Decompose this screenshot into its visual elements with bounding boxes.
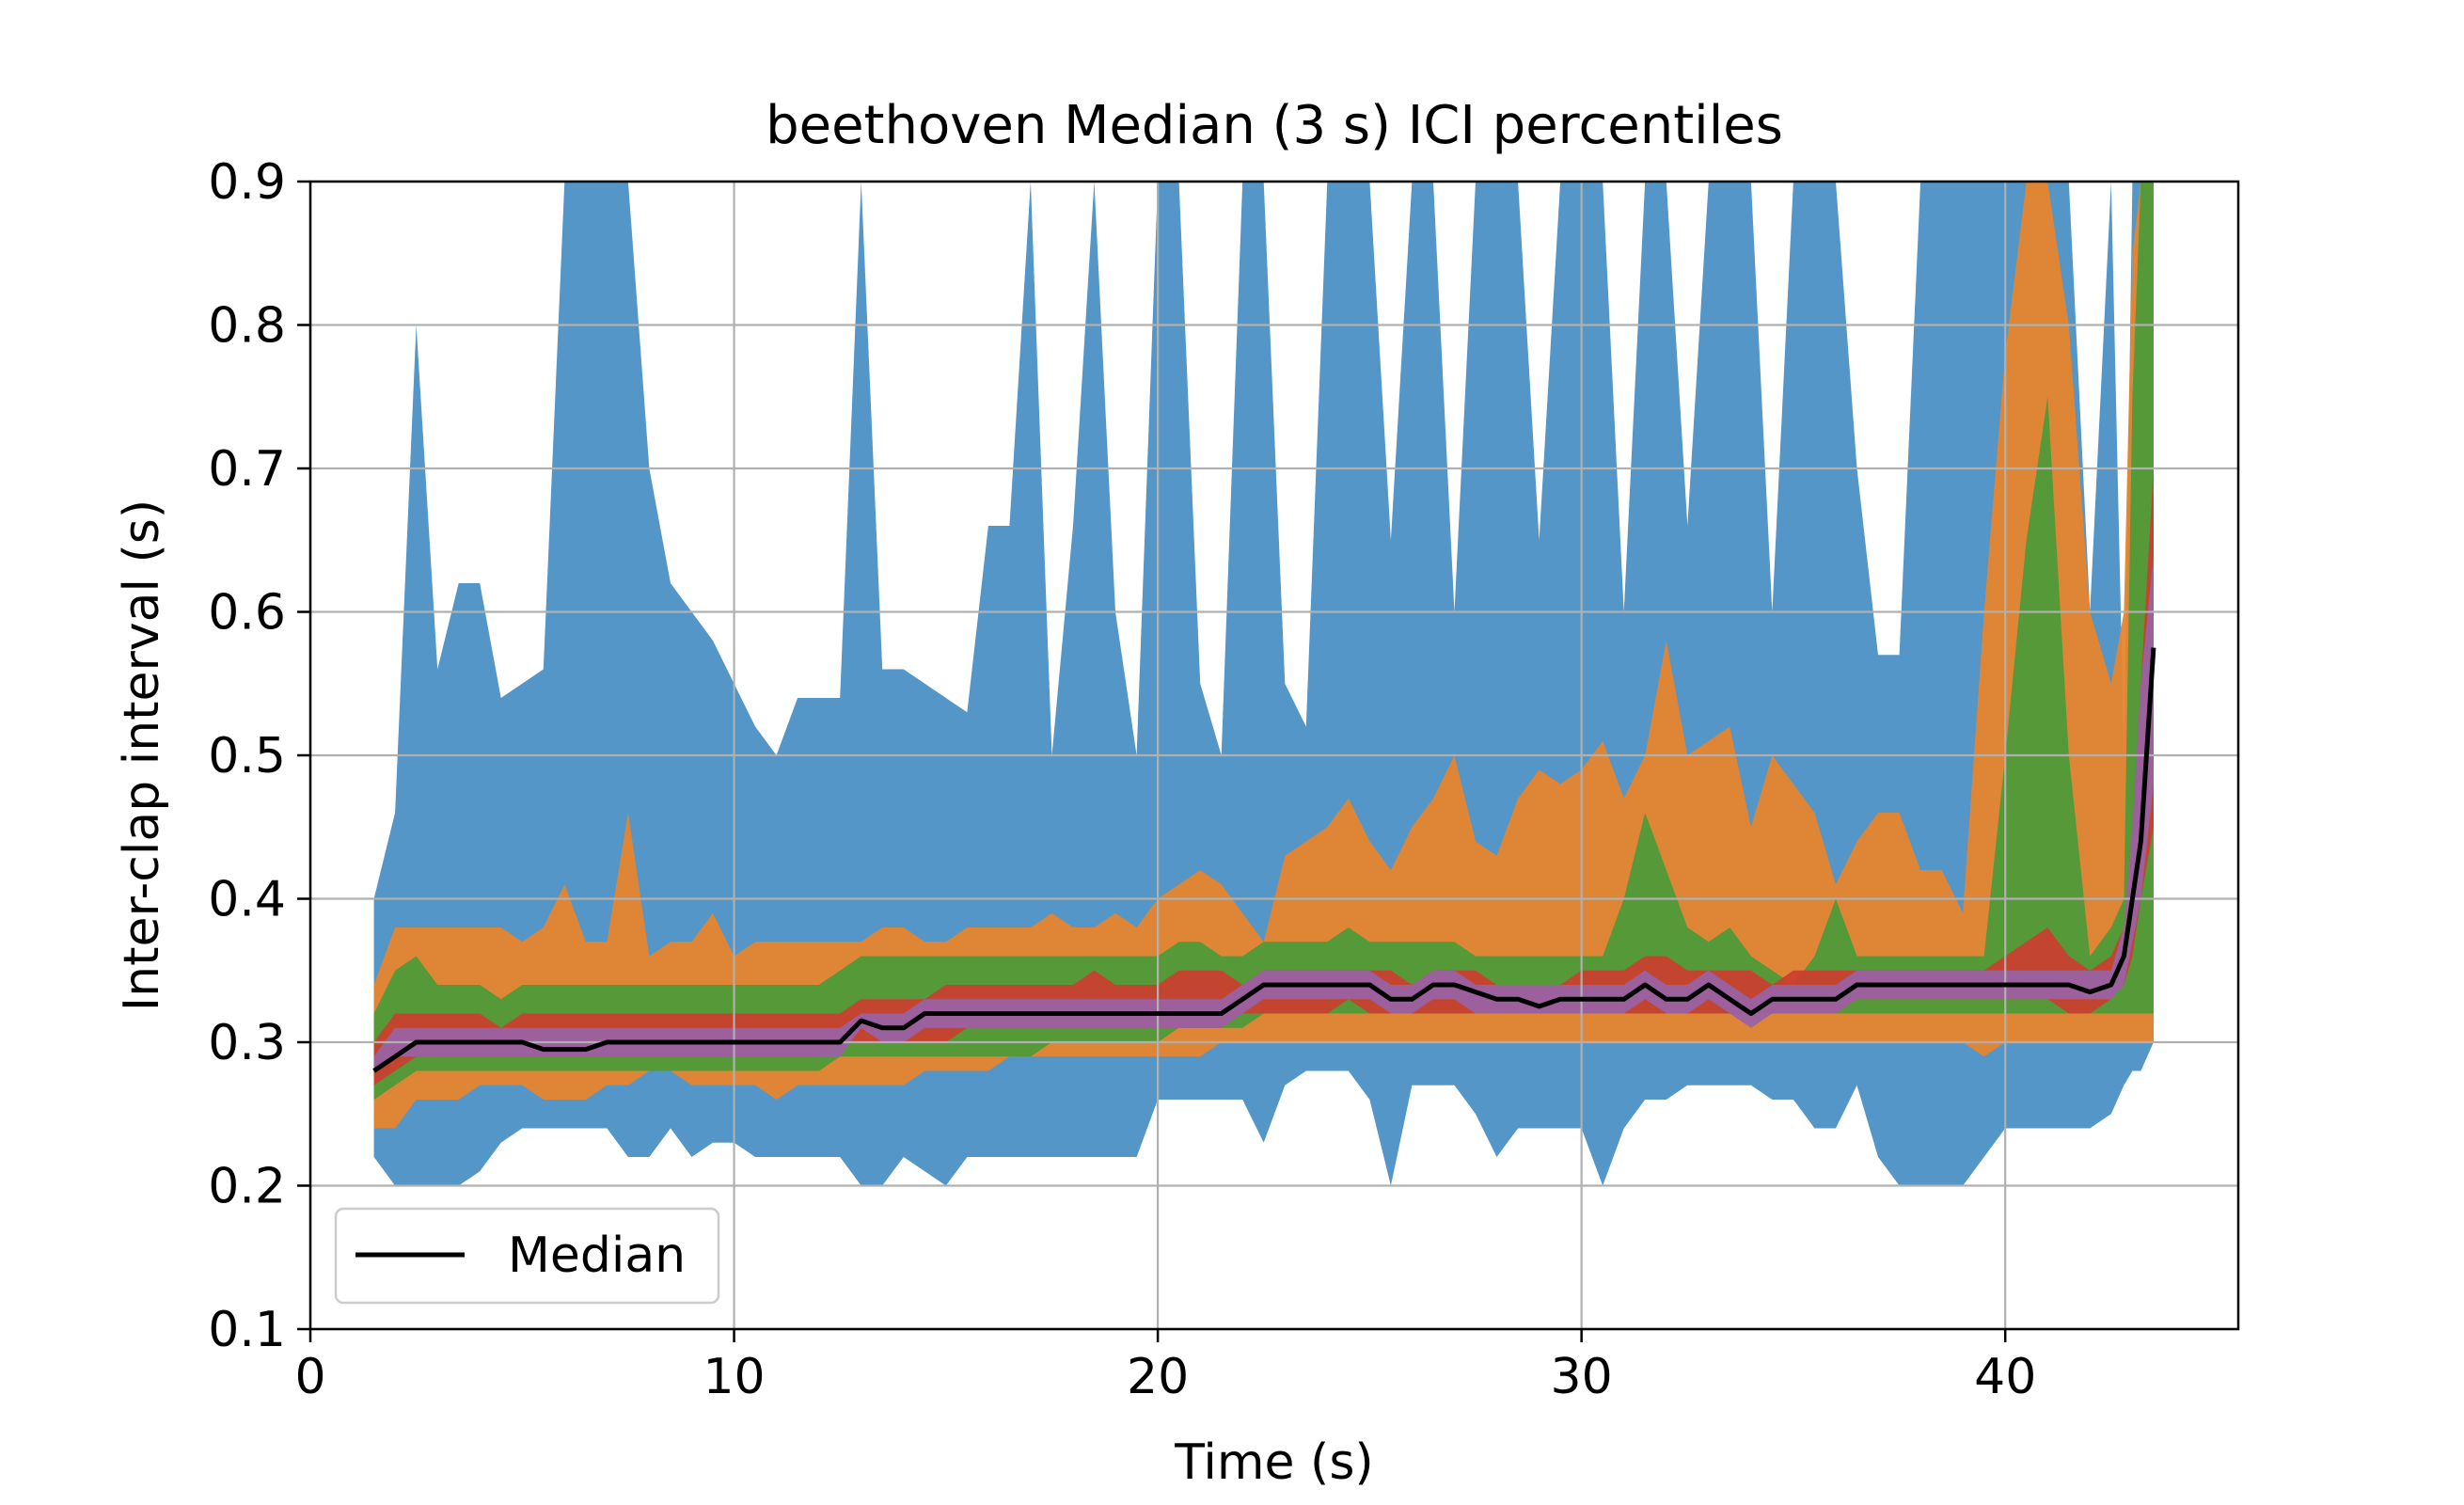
x-tick-label: 10 — [703, 1349, 765, 1405]
y-tick-label: 0.1 — [208, 1302, 286, 1358]
median-layer — [372, 647, 2156, 1073]
x-axis-ticks: 0 10 20 30 40 — [294, 1329, 2036, 1405]
y-tick-label: 0.8 — [208, 298, 286, 355]
y-axis-label: Inter-clap interval (s) — [114, 499, 170, 1011]
x-tick-label: 20 — [1127, 1349, 1189, 1405]
band-3 — [373, 182, 2154, 1100]
y-tick-label: 0.6 — [208, 585, 286, 642]
legend-median-label: Median — [508, 1228, 686, 1284]
chart-title: beethoven Median (3 s) ICI percentiles — [766, 95, 1783, 156]
legend: Median — [334, 1207, 720, 1305]
y-axis-ticks: 0.1 0.2 0.3 0.4 0.5 0.6 0.7 0.8 0.9 — [208, 154, 310, 1358]
x-tick-label: 40 — [1974, 1349, 2036, 1405]
y-tick-label: 0.9 — [208, 154, 286, 211]
median-line — [372, 647, 2156, 1073]
x-axis-label: Time (s) — [1174, 1434, 1373, 1491]
x-tick-label: 30 — [1551, 1349, 1613, 1405]
y-tick-label: 0.4 — [208, 872, 286, 928]
y-tick-label: 0.5 — [208, 728, 286, 784]
percentile-bands — [373, 182, 2154, 1186]
band-4 — [373, 468, 2154, 1085]
y-tick-label: 0.7 — [208, 441, 286, 498]
y-tick-label: 0.3 — [208, 1015, 286, 1071]
band-2 — [373, 182, 2154, 1129]
x-tick-label: 0 — [294, 1349, 325, 1405]
legend-box — [334, 1207, 720, 1305]
y-tick-label: 0.2 — [208, 1159, 286, 1215]
